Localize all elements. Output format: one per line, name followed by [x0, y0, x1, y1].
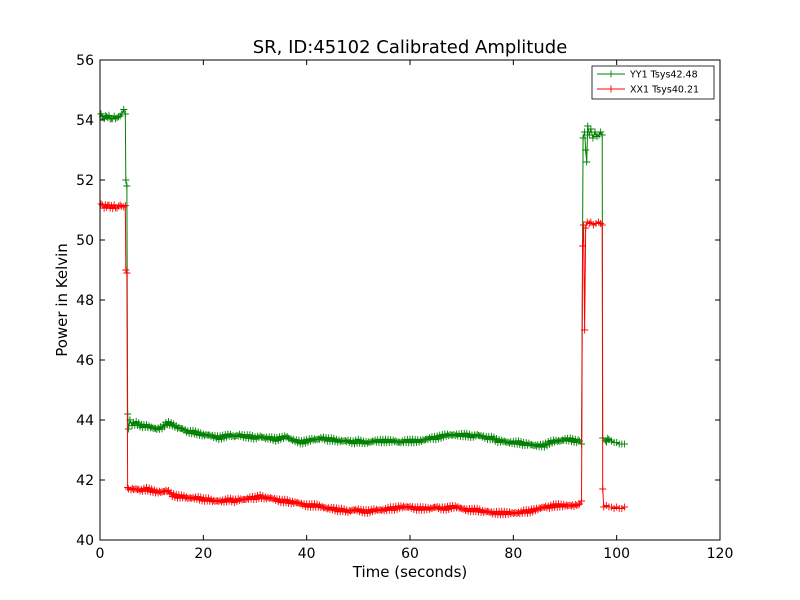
y-tick-label: 46: [76, 353, 94, 369]
legend-swatch-marker: [607, 70, 615, 78]
legend-entry: XX1 Tsys40.21: [597, 85, 699, 96]
data-point-marker: [620, 503, 628, 511]
data-point-marker: [121, 110, 129, 118]
data-point-marker: [582, 146, 590, 154]
data-point-marker: [122, 266, 130, 274]
data-point-marker: [581, 128, 589, 136]
x-tick-label: 120: [707, 546, 734, 562]
y-axis-label: Power in Kelvin: [53, 243, 71, 357]
plot-area: 0 20 40 60 80 100 120 40 42 44 46 48 50 52 54 56: [76, 53, 733, 562]
legend-entries: YY1 Tsys42.48 XX1 Tsys40.21: [597, 70, 699, 96]
x-tick-label: 40: [298, 546, 316, 562]
y-tick-label: 48: [76, 293, 94, 309]
data-point-marker: [574, 501, 582, 509]
x-tick-label: 80: [504, 546, 522, 562]
data-point-marker: [120, 106, 128, 113]
data-point-marker: [585, 220, 593, 227]
legend-label: YY1 Tsys42.48: [629, 70, 698, 81]
data-point-marker: [123, 182, 131, 190]
x-tick-label: 100: [603, 546, 630, 562]
data-point-marker: [585, 131, 593, 139]
y-tick-label: 52: [76, 173, 94, 189]
y-tick-label: 42: [76, 473, 94, 489]
data-point-marker: [589, 134, 597, 142]
data-point-marker: [123, 269, 131, 277]
series-xx1: [97, 200, 628, 519]
data-point-marker: [620, 440, 628, 448]
y-tick-label: 54: [76, 113, 94, 129]
data-point-marker: [122, 176, 130, 184]
chart-title: SR, ID:45102 Calibrated Amplitude: [253, 37, 568, 58]
series-layer: [97, 106, 628, 519]
data-point-marker: [121, 202, 129, 209]
data-point-marker: [583, 158, 591, 166]
data-point-marker: [604, 434, 612, 442]
legend-entry: YY1 Tsys42.48: [597, 70, 698, 81]
data-point-marker: [574, 436, 582, 444]
data-point-marker: [582, 224, 590, 232]
data-point-marker: [584, 122, 592, 130]
data-point-marker: [97, 200, 105, 208]
x-tick-label: 0: [96, 546, 105, 562]
y-tick-label: 56: [76, 53, 94, 69]
data-point-marker: [598, 131, 606, 139]
ticks-layer: 0 20 40 60 80 100 120 40 42 44 46 48 50 52 54 56: [76, 53, 733, 562]
data-point-marker: [579, 134, 587, 142]
legend-box: [591, 65, 715, 100]
data-point-marker: [124, 425, 132, 433]
data-point-marker: [110, 201, 118, 209]
data-point-marker: [116, 201, 124, 209]
legend: YY1 Tsys42.48 XX1 Tsys40.21: [591, 65, 715, 100]
x-axis-label: Time (seconds): [352, 563, 468, 581]
y-tick-label: 44: [76, 413, 94, 429]
legend-swatch-marker: [607, 85, 615, 93]
data-point-marker: [598, 221, 606, 229]
data-point-marker: [587, 125, 595, 133]
data-point-marker: [597, 220, 605, 227]
legend-label: XX1 Tsys40.21: [630, 85, 699, 96]
data-point-marker: [579, 242, 587, 250]
y-tick-label: 50: [76, 233, 94, 249]
data-point-marker: [578, 497, 586, 505]
data-point-marker: [120, 203, 128, 211]
data-point-marker: [113, 114, 121, 122]
x-tick-label: 20: [194, 546, 212, 562]
data-point-marker: [599, 485, 607, 493]
y-tick-label: 40: [76, 533, 94, 549]
series-yy1: [97, 106, 628, 451]
data-point-marker: [581, 326, 589, 334]
data-point-marker: [597, 128, 605, 136]
x-tick-label: 60: [401, 546, 419, 562]
data-point-marker: [97, 110, 105, 118]
